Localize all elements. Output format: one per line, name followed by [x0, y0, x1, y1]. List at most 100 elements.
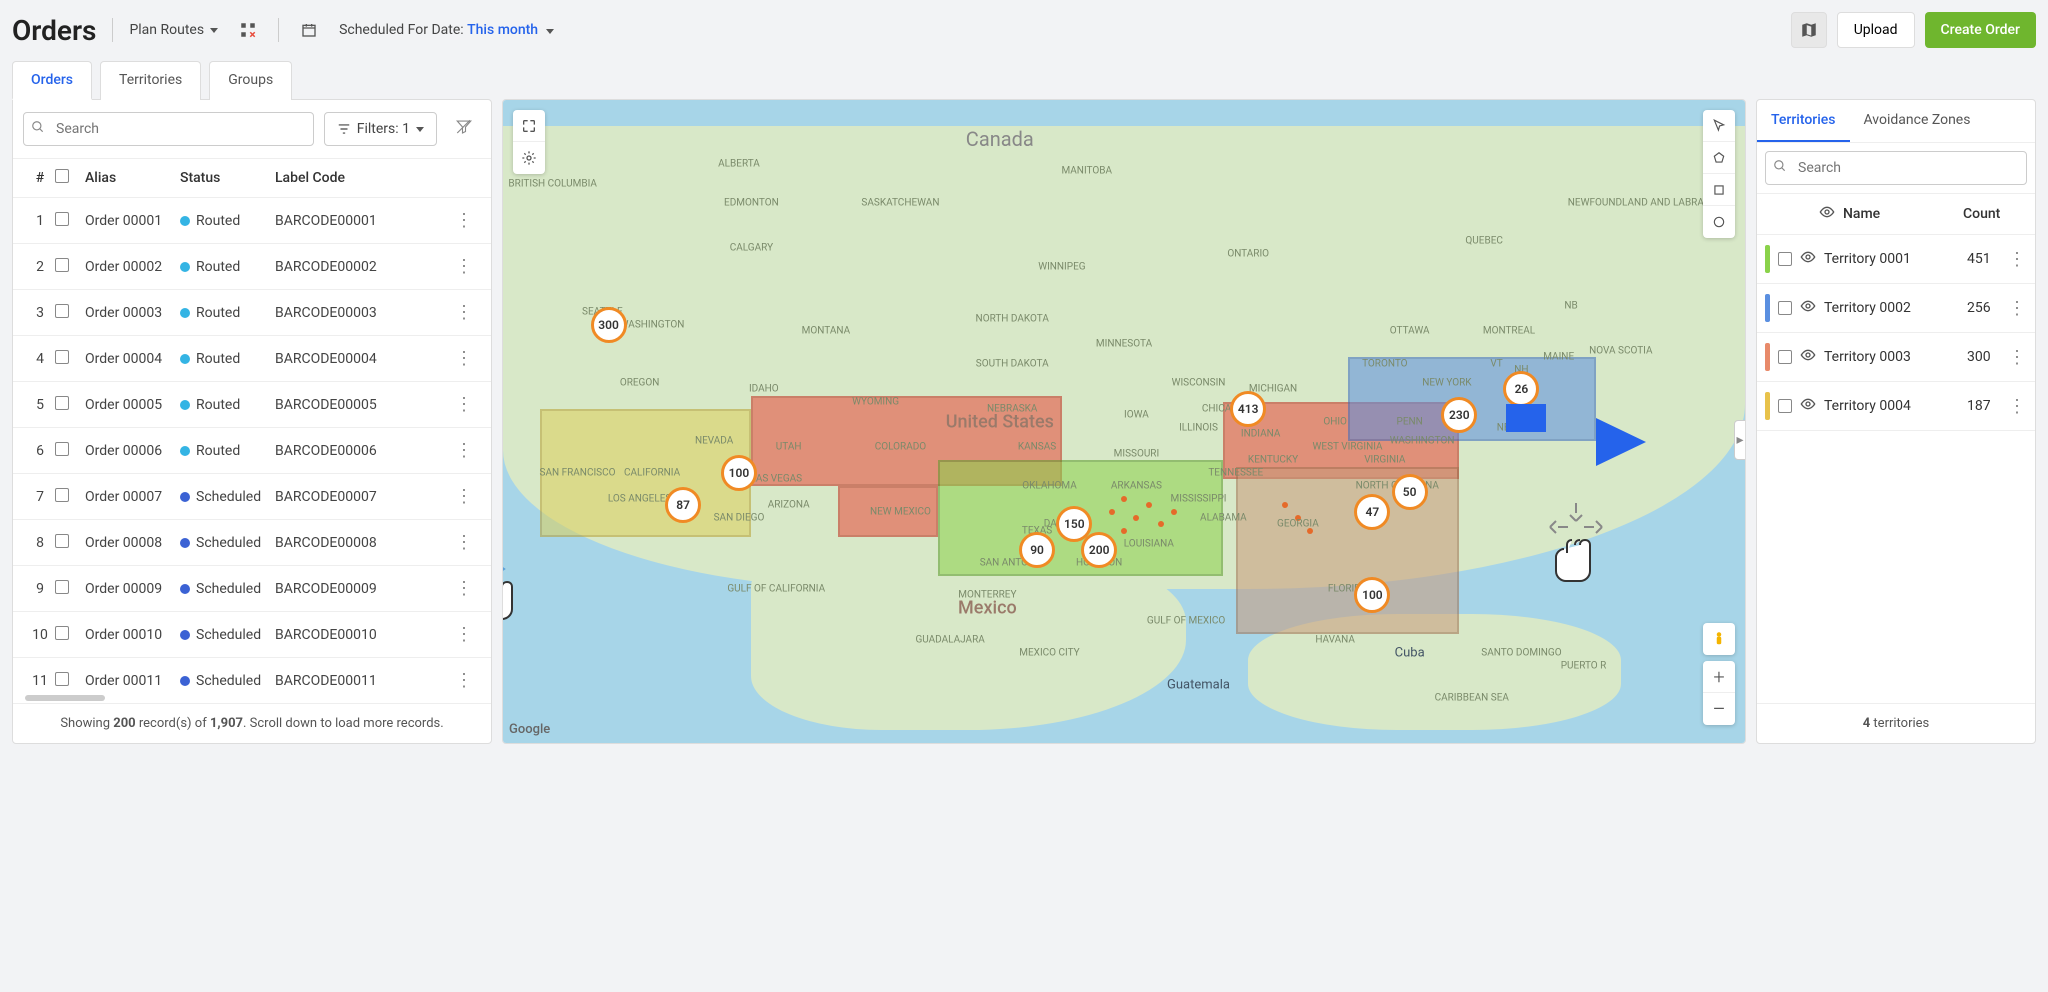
territory-menu-icon[interactable]: ⋮ — [2007, 249, 2027, 270]
row-number: 2 — [25, 259, 55, 275]
col-header-territory-name[interactable]: Name — [1843, 206, 1963, 222]
square-icon[interactable] — [1703, 174, 1735, 206]
row-menu-icon[interactable]: ⋮ — [449, 578, 479, 599]
table-row[interactable]: 5Order 00005RoutedBARCODE00005⋮ — [13, 382, 491, 428]
map-cluster-marker[interactable]: 200 — [1081, 532, 1117, 568]
territory-menu-icon[interactable]: ⋮ — [2007, 298, 2027, 319]
gear-icon[interactable] — [513, 142, 545, 174]
row-menu-icon[interactable]: ⋮ — [449, 440, 479, 461]
row-menu-icon[interactable]: ⋮ — [449, 302, 479, 323]
territory-search-input[interactable] — [1765, 151, 2027, 185]
map-panel[interactable]: BRITISH COLUMBIAALBERTASASKATCHEWANMANIT… — [502, 99, 1746, 744]
row-menu-icon[interactable]: ⋮ — [449, 486, 479, 507]
territory-row[interactable]: Territory 0003300⋮ — [1757, 333, 2035, 382]
eye-icon[interactable] — [1800, 396, 1816, 416]
table-row[interactable]: 4Order 00004RoutedBARCODE00004⋮ — [13, 336, 491, 382]
col-header-status[interactable]: Status — [180, 170, 275, 186]
table-body[interactable]: 1Order 00001RoutedBARCODE00001⋮2Order 00… — [13, 198, 491, 691]
row-menu-icon[interactable]: ⋮ — [449, 624, 479, 645]
fullscreen-icon[interactable] — [513, 110, 545, 142]
table-row[interactable]: 9Order 00009ScheduledBARCODE00009⋮ — [13, 566, 491, 612]
search-input[interactable] — [23, 112, 314, 146]
territory-menu-icon[interactable]: ⋮ — [2007, 396, 2027, 417]
col-header-alias[interactable]: Alias — [85, 170, 180, 186]
territory-row[interactable]: Territory 0004187⋮ — [1757, 382, 2035, 431]
table-row[interactable]: 8Order 00008ScheduledBARCODE00008⋮ — [13, 520, 491, 566]
map-cluster-marker[interactable]: 100 — [721, 455, 757, 491]
horizontal-scrollbar[interactable] — [13, 691, 491, 703]
row-checkbox[interactable] — [55, 580, 69, 594]
territory-row[interactable]: Territory 0001451⋮ — [1757, 235, 2035, 284]
table-row[interactable]: 3Order 00003RoutedBARCODE00003⋮ — [13, 290, 491, 336]
map-cluster-marker[interactable]: 100 — [1354, 577, 1390, 613]
cursor-icon[interactable] — [1703, 110, 1735, 142]
col-header-territory-count[interactable]: Count — [1963, 206, 2003, 222]
zoom-in-button[interactable]: + — [1703, 661, 1735, 693]
eye-icon[interactable] — [1800, 347, 1816, 367]
filters-dropdown[interactable]: Filters: 1 — [324, 112, 437, 146]
table-row[interactable]: 1Order 00001RoutedBARCODE00001⋮ — [13, 198, 491, 244]
row-checkbox[interactable] — [55, 442, 69, 456]
territory-checkbox[interactable] — [1778, 301, 1792, 315]
plan-routes-dropdown[interactable]: Plan Routes — [129, 22, 218, 38]
table-row[interactable]: 7Order 00007ScheduledBARCODE00007⋮ — [13, 474, 491, 520]
map-cluster-marker[interactable]: 50 — [1392, 474, 1428, 510]
select-all-checkbox[interactable] — [55, 169, 69, 183]
row-menu-icon[interactable]: ⋮ — [449, 348, 479, 369]
territory-checkbox[interactable] — [1778, 399, 1792, 413]
zoom-out-button[interactable]: − — [1703, 693, 1735, 725]
map-cluster-marker[interactable]: 300 — [591, 307, 627, 343]
territory-region[interactable] — [1348, 357, 1596, 441]
right-tab-territories[interactable]: Territories — [1757, 100, 1850, 142]
eye-icon[interactable] — [1819, 204, 1835, 224]
row-checkbox[interactable] — [55, 396, 69, 410]
map-cluster-marker[interactable]: 26 — [1503, 371, 1539, 407]
create-order-button[interactable]: Create Order — [1925, 12, 2036, 48]
tab-orders[interactable]: Orders — [12, 61, 92, 100]
col-header-num[interactable]: # — [25, 170, 55, 186]
tab-territories[interactable]: Territories — [100, 61, 201, 100]
tab-groups[interactable]: Groups — [209, 61, 292, 100]
row-checkbox[interactable] — [55, 672, 69, 686]
map-cluster-marker[interactable]: 47 — [1354, 494, 1390, 530]
territory-menu-icon[interactable]: ⋮ — [2007, 347, 2027, 368]
row-checkbox[interactable] — [55, 488, 69, 502]
row-menu-icon[interactable]: ⋮ — [449, 256, 479, 277]
row-menu-icon[interactable]: ⋮ — [449, 394, 479, 415]
route-settings-icon[interactable] — [234, 16, 262, 44]
col-header-label[interactable]: Label Code — [275, 170, 449, 186]
map-cluster-marker[interactable]: 90 — [1019, 532, 1055, 568]
row-menu-icon[interactable]: ⋮ — [449, 532, 479, 553]
table-row[interactable]: 10Order 00010ScheduledBARCODE00010⋮ — [13, 612, 491, 658]
pegman-icon[interactable] — [1703, 623, 1735, 655]
scheduled-for-date[interactable]: Scheduled For Date: This month — [339, 22, 553, 38]
circle-icon[interactable] — [1703, 206, 1735, 238]
map-cluster-marker[interactable]: 230 — [1441, 397, 1477, 433]
territory-checkbox[interactable] — [1778, 350, 1792, 364]
upload-button[interactable]: Upload — [1837, 12, 1915, 48]
row-checkbox[interactable] — [55, 258, 69, 272]
map-cluster-marker[interactable]: 87 — [665, 487, 701, 523]
row-menu-icon[interactable]: ⋮ — [449, 670, 479, 691]
row-checkbox[interactable] — [55, 212, 69, 226]
clear-filter-button[interactable] — [447, 110, 481, 148]
right-tab-avoidance-zones[interactable]: Avoidance Zones — [1850, 100, 1985, 142]
map-view-icon-button[interactable] — [1791, 12, 1827, 48]
eye-icon[interactable] — [1800, 298, 1816, 318]
row-checkbox[interactable] — [55, 350, 69, 364]
territory-checkbox[interactable] — [1778, 252, 1792, 266]
polygon-icon[interactable] — [1703, 142, 1735, 174]
map-cluster-marker[interactable]: 413 — [1230, 391, 1266, 427]
table-row[interactable]: 6Order 00006RoutedBARCODE00006⋮ — [13, 428, 491, 474]
eye-icon[interactable] — [1800, 249, 1816, 269]
row-checkbox[interactable] — [55, 534, 69, 548]
territory-row[interactable]: Territory 0002256⋮ — [1757, 284, 2035, 333]
row-status: Routed — [180, 397, 275, 413]
table-row[interactable]: 11Order 00011ScheduledBARCODE00011⋮ — [13, 658, 491, 691]
row-checkbox[interactable] — [55, 626, 69, 640]
calendar-icon[interactable] — [295, 16, 323, 44]
collapse-right-panel-icon[interactable]: ▸ — [1734, 420, 1746, 460]
row-checkbox[interactable] — [55, 304, 69, 318]
table-row[interactable]: 2Order 00002RoutedBARCODE00002⋮ — [13, 244, 491, 290]
row-menu-icon[interactable]: ⋮ — [449, 210, 479, 231]
